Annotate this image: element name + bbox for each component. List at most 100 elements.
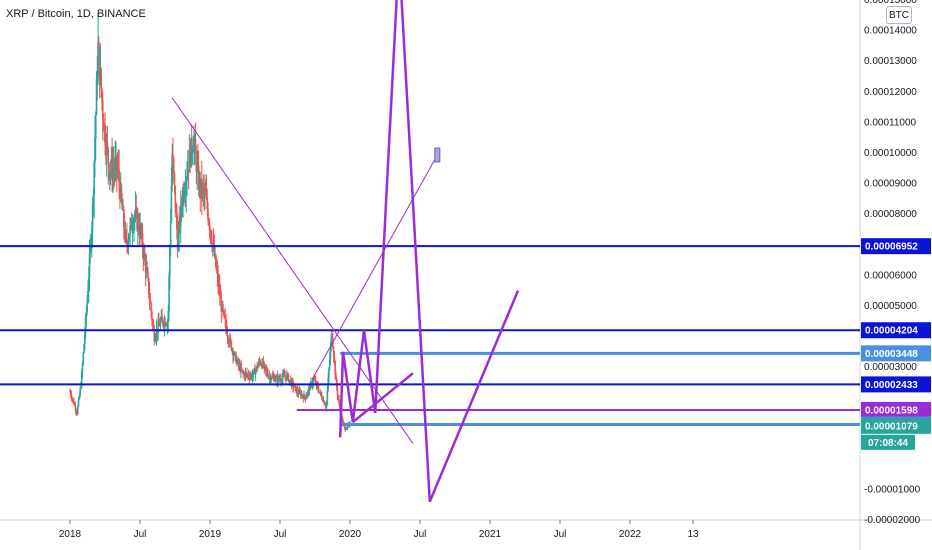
price-pill	[861, 376, 931, 393]
candle-body	[266, 370, 269, 375]
candle-body	[157, 322, 159, 333]
price-pill	[861, 238, 931, 255]
candle-body	[96, 77, 99, 79]
candle-body	[190, 137, 193, 153]
candle-body	[251, 375, 254, 379]
candle-body	[216, 270, 219, 275]
candle-body	[101, 89, 103, 101]
candle-body	[144, 259, 147, 272]
candle-body	[117, 166, 120, 170]
candle-body	[219, 296, 222, 299]
price-pill-label: 0.00003448	[865, 349, 918, 360]
candle-body	[146, 267, 149, 272]
candle-body	[164, 320, 166, 326]
candle-body	[114, 161, 117, 171]
candle-body	[133, 215, 136, 219]
candle-body	[346, 427, 348, 430]
x-tick-label: 13	[687, 529, 699, 540]
candle-body	[183, 193, 186, 198]
candle-body	[259, 362, 262, 364]
candle-body	[130, 219, 133, 230]
candle-body	[339, 403, 341, 411]
candle-body	[193, 142, 195, 149]
candle-body	[207, 209, 209, 221]
candle-body	[127, 240, 130, 246]
candle-body	[77, 399, 80, 407]
candle-body	[75, 410, 78, 413]
candle-body	[141, 232, 144, 249]
candle-body	[147, 278, 150, 295]
candle-body	[208, 223, 211, 231]
candle-body	[173, 172, 176, 186]
candle-body	[324, 404, 326, 406]
candle-body	[80, 372, 83, 387]
y-tick-label: -0.00001000	[864, 484, 921, 495]
currency-badge[interactable]: BTC	[886, 6, 912, 24]
candle-body	[267, 374, 269, 378]
candle-body	[129, 225, 131, 236]
candle-body	[225, 319, 227, 328]
candle-body	[132, 227, 134, 229]
x-tick-label: Jul	[554, 529, 567, 540]
candle-body	[274, 380, 276, 382]
candle-body	[273, 377, 276, 382]
y-tick-label: 0.00008000	[864, 209, 917, 220]
candle-body	[323, 400, 326, 405]
y-tick-label: 0.00013000	[864, 56, 917, 67]
candle-body	[300, 392, 302, 397]
countdown-label: 07:08:44	[868, 438, 908, 449]
price-pill-label: 0.00004204	[865, 326, 918, 337]
candle-body	[344, 427, 347, 430]
candle-body	[186, 169, 189, 178]
candle-body	[286, 374, 288, 380]
candle-body	[215, 267, 218, 271]
candle-body	[325, 401, 328, 408]
candle-body	[149, 299, 152, 304]
candle-body	[120, 186, 123, 200]
y-tick-label: 0.00014000	[864, 26, 917, 37]
candle-body	[317, 385, 319, 390]
candle-body	[93, 162, 95, 195]
candle-body	[123, 226, 126, 237]
candle-body	[102, 118, 105, 132]
plot-area	[0, 0, 860, 520]
x-tick-label: Jul	[134, 529, 147, 540]
candle-body	[134, 209, 137, 216]
candle-body	[242, 371, 244, 373]
candle-body	[232, 354, 235, 356]
candle-body	[98, 41, 100, 47]
candle-body	[305, 396, 308, 399]
candle-body	[229, 337, 232, 342]
candle-body	[211, 239, 213, 247]
candle-body	[218, 286, 221, 297]
candle-body	[337, 395, 340, 400]
candle-body	[197, 165, 200, 190]
candle-body	[108, 172, 111, 177]
candle-body	[123, 208, 125, 227]
candle-body	[330, 334, 333, 347]
candle-body	[222, 309, 225, 312]
candle-body	[155, 329, 158, 337]
last-price-label: 0.00001079	[865, 421, 918, 432]
candle-body	[85, 311, 88, 318]
candle-body	[318, 389, 320, 393]
candle-body	[179, 204, 182, 227]
candle-body	[80, 386, 82, 389]
candle-body	[153, 330, 156, 341]
candle-body	[335, 374, 337, 380]
candle-body	[224, 316, 227, 320]
candle-body	[301, 394, 304, 397]
candle-body	[240, 367, 243, 371]
candle-body	[83, 344, 85, 353]
candle-body	[178, 220, 180, 235]
candle-body	[88, 254, 91, 278]
candle-body	[246, 373, 248, 375]
candle-body	[275, 377, 277, 381]
candle-body	[147, 271, 149, 279]
price-pill-label: 0.00002433	[865, 380, 918, 391]
candle-body	[181, 204, 184, 206]
candle-body	[128, 235, 131, 241]
candle-body	[86, 300, 88, 312]
